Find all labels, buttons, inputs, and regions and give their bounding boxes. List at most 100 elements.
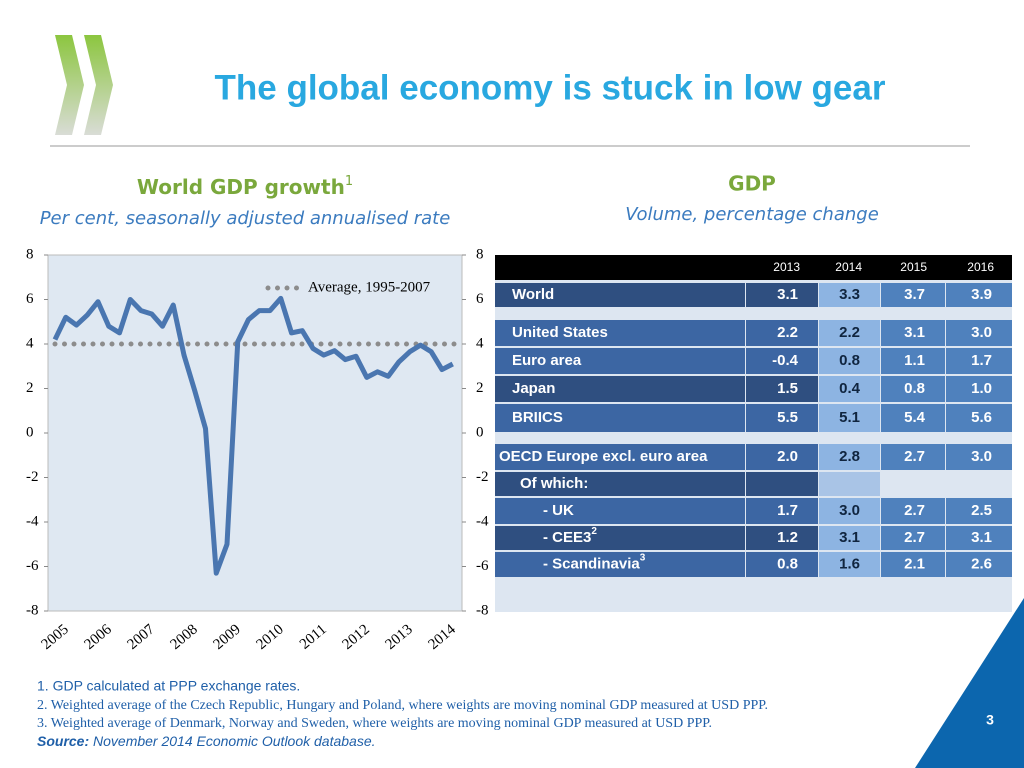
x-tick-label: 2008 bbox=[168, 621, 201, 653]
table-value: 1.1 bbox=[904, 352, 925, 369]
x-tick-label: 2014 bbox=[426, 621, 460, 653]
table-value: 1.2 bbox=[777, 529, 798, 546]
table-value: 0.4 bbox=[839, 380, 861, 397]
row-label-text: Euro area bbox=[512, 352, 582, 369]
table-cell bbox=[881, 320, 945, 346]
table-cell bbox=[819, 552, 880, 577]
row-label: OECD Europe excl. euro area bbox=[499, 448, 708, 465]
table-value: 5.6 bbox=[971, 409, 992, 426]
table-value: 1.6 bbox=[839, 555, 860, 572]
row-label: Euro area bbox=[512, 352, 582, 369]
row-label-cell bbox=[495, 404, 745, 432]
y2-tick-label: -2 bbox=[476, 469, 489, 485]
row-label: Japan bbox=[512, 380, 555, 397]
table-cell bbox=[946, 444, 1012, 470]
y2-tick-label: 4 bbox=[476, 335, 484, 351]
row-label: United States bbox=[512, 324, 608, 341]
row-label-text: United States bbox=[512, 324, 608, 341]
table-value: 3.1 bbox=[904, 324, 925, 341]
footnote: 2. Weighted average of the Czech Republi… bbox=[37, 698, 768, 713]
row-label-text: - Scandinavia bbox=[543, 555, 640, 572]
row-label-note: 2 bbox=[591, 526, 597, 537]
row-label-text: Of which: bbox=[520, 475, 588, 492]
table-cell bbox=[946, 526, 1012, 550]
plot-area bbox=[47, 254, 463, 612]
x-tick-label: 2012 bbox=[340, 621, 373, 653]
y-tick-label: 8 bbox=[26, 246, 34, 262]
table-value: 5.5 bbox=[777, 409, 798, 426]
row-label-text: - CEE3 bbox=[543, 529, 591, 546]
table-value: 3.0 bbox=[971, 448, 992, 465]
row-label: - UK bbox=[543, 502, 574, 519]
column-header: 2016 bbox=[967, 260, 994, 274]
table-cell bbox=[946, 283, 1012, 307]
y-tick-label: -6 bbox=[26, 558, 39, 574]
x-tick-label: 2005 bbox=[39, 621, 72, 653]
table-cell bbox=[946, 472, 1012, 496]
table-value: 2.2 bbox=[839, 324, 860, 341]
table-cell bbox=[746, 376, 818, 402]
y-tick-label: -8 bbox=[26, 602, 39, 618]
table-value: -0.4 bbox=[772, 352, 799, 369]
table-cell bbox=[819, 472, 880, 496]
chart-subtitle: Per cent, seasonally adjusted annualised… bbox=[40, 208, 451, 229]
table-cell bbox=[946, 376, 1012, 402]
table-cell bbox=[746, 498, 818, 524]
table-cell bbox=[819, 283, 880, 307]
table-cell bbox=[881, 526, 945, 550]
y2-tick-label: 0 bbox=[476, 424, 484, 440]
table-cell bbox=[746, 472, 818, 496]
row-label: - Scandinavia3 bbox=[543, 552, 646, 572]
table-value: 3.1 bbox=[839, 529, 860, 546]
table-value: 1.5 bbox=[777, 380, 798, 397]
table-title: GDP bbox=[728, 172, 776, 196]
table-value: 2.7 bbox=[904, 448, 925, 465]
y-tick-label: 4 bbox=[26, 335, 34, 351]
table-value: 2.0 bbox=[777, 448, 798, 465]
y2-tick-label: -4 bbox=[476, 513, 489, 529]
page-number: 3 bbox=[986, 712, 994, 728]
table-value: 3.0 bbox=[971, 324, 992, 341]
column-header: 2015 bbox=[900, 260, 927, 274]
table-value: 0.8 bbox=[904, 380, 925, 397]
row-label: BRIICS bbox=[512, 409, 563, 426]
row-label-text: - UK bbox=[543, 502, 574, 519]
logo bbox=[55, 35, 113, 135]
table-cell bbox=[746, 404, 818, 432]
source-label: Source: bbox=[37, 733, 89, 749]
footnote: 3. Weighted average of Denmark, Norway a… bbox=[37, 716, 712, 731]
table-value: 2.2 bbox=[777, 324, 798, 341]
y2-tick-label: 8 bbox=[476, 246, 484, 262]
y-tick-label: 6 bbox=[26, 291, 34, 307]
corner-triangle bbox=[915, 598, 1024, 768]
table-cell bbox=[881, 404, 945, 432]
table-value: 1.0 bbox=[971, 380, 992, 397]
x-tick-label: 2009 bbox=[211, 621, 244, 653]
row-label-cell bbox=[495, 472, 745, 496]
source: Source: November 2014 Economic Outlook d… bbox=[37, 733, 376, 749]
chart-title: World GDP growth1 bbox=[137, 174, 353, 199]
row-label-cell bbox=[495, 348, 745, 374]
table-header bbox=[495, 255, 1012, 280]
table-value: 2.6 bbox=[971, 555, 992, 572]
table-cell bbox=[746, 348, 818, 374]
table-cell bbox=[746, 283, 818, 307]
row-label-text: World bbox=[512, 286, 554, 303]
y2-tick-label: 6 bbox=[476, 291, 484, 307]
table-cell bbox=[946, 552, 1012, 577]
x-tick-label: 2007 bbox=[125, 621, 159, 653]
table-value: 3.7 bbox=[904, 286, 925, 303]
table-value: 3.1 bbox=[971, 529, 992, 546]
table-value: 0.8 bbox=[839, 352, 860, 369]
y2-tick-label: 2 bbox=[476, 380, 484, 396]
row-label: - CEE32 bbox=[543, 526, 597, 546]
x-tick-label: 2006 bbox=[82, 621, 116, 653]
column-header: 2014 bbox=[835, 260, 862, 274]
table-value: 3.3 bbox=[839, 286, 860, 303]
x-tick-label: 2011 bbox=[297, 621, 330, 652]
table-value: 2.7 bbox=[904, 502, 925, 519]
table-cell bbox=[819, 320, 880, 346]
table-cell bbox=[746, 552, 818, 577]
x-tick-label: 2013 bbox=[383, 621, 416, 653]
y-tick-label: -2 bbox=[26, 469, 39, 485]
